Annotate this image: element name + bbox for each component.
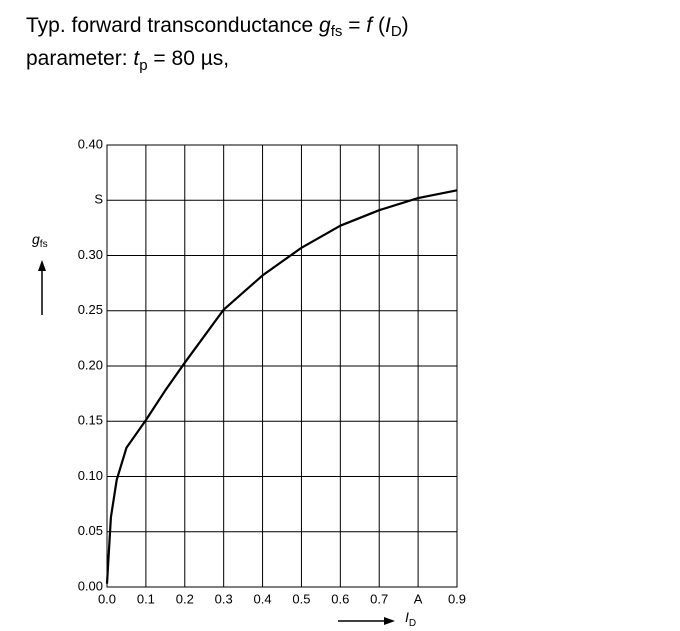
y-tick-label: 0.25 (78, 302, 103, 317)
y-tick-label: 0.00 (78, 578, 103, 593)
plot-frame (106, 144, 458, 588)
x-tick-label: 0.7 (370, 591, 388, 606)
title-part: f (366, 14, 374, 37)
x-axis-arrowhead (384, 617, 395, 625)
y-axis-arrowhead (38, 260, 46, 271)
subtitle-part: = 80 µs, (148, 47, 230, 70)
y-tick-label: 0.30 (78, 247, 103, 262)
y-label-part: g (32, 231, 40, 247)
title-part: Typ. forward transconductance (26, 14, 319, 37)
x-axis-label: ID (405, 609, 416, 629)
y-tick-label: 0.20 (78, 357, 103, 372)
x-tick-label: 0.4 (254, 591, 272, 606)
title-part: fs (331, 23, 343, 40)
x-label-part: I (405, 609, 409, 625)
title-part: I (385, 14, 391, 37)
title-part: = (342, 14, 366, 37)
curve (105, 189, 458, 584)
x-tick-label: 0.6 (331, 591, 349, 606)
y-axis-label: gfs (32, 231, 48, 250)
subtitle-part: p (139, 57, 147, 74)
subtitle-part: t (133, 47, 140, 70)
y-tick-label: 0.40 (78, 136, 103, 151)
chart-title: Typ. forward transconductance gfs = f (I… (26, 14, 409, 40)
title-part: ) (402, 14, 409, 37)
x-label-part: D (409, 618, 416, 629)
x-tick-label: A (414, 591, 423, 606)
subtitle-part: parameter: (26, 47, 133, 70)
title-part: ( (372, 14, 385, 37)
x-tick-label: 0.3 (215, 591, 233, 606)
x-tick-label: 0.9 (448, 591, 466, 606)
title-part: g (319, 14, 331, 37)
x-tick-label: 0.0 (98, 591, 116, 606)
x-tick-label: 0.2 (176, 591, 194, 606)
y-tick-label: S (94, 192, 103, 207)
title-part: D (391, 23, 402, 40)
chart-subtitle: parameter: tp = 80 µs, (26, 47, 229, 74)
y-tick-label: 0.10 (78, 468, 103, 483)
y-tick-label: 0.05 (78, 523, 103, 538)
x-tick-label: 0.5 (292, 591, 310, 606)
y-label-part: fs (40, 239, 48, 250)
y-tick-label: 0.15 (78, 413, 103, 428)
x-tick-label: 0.1 (137, 591, 155, 606)
